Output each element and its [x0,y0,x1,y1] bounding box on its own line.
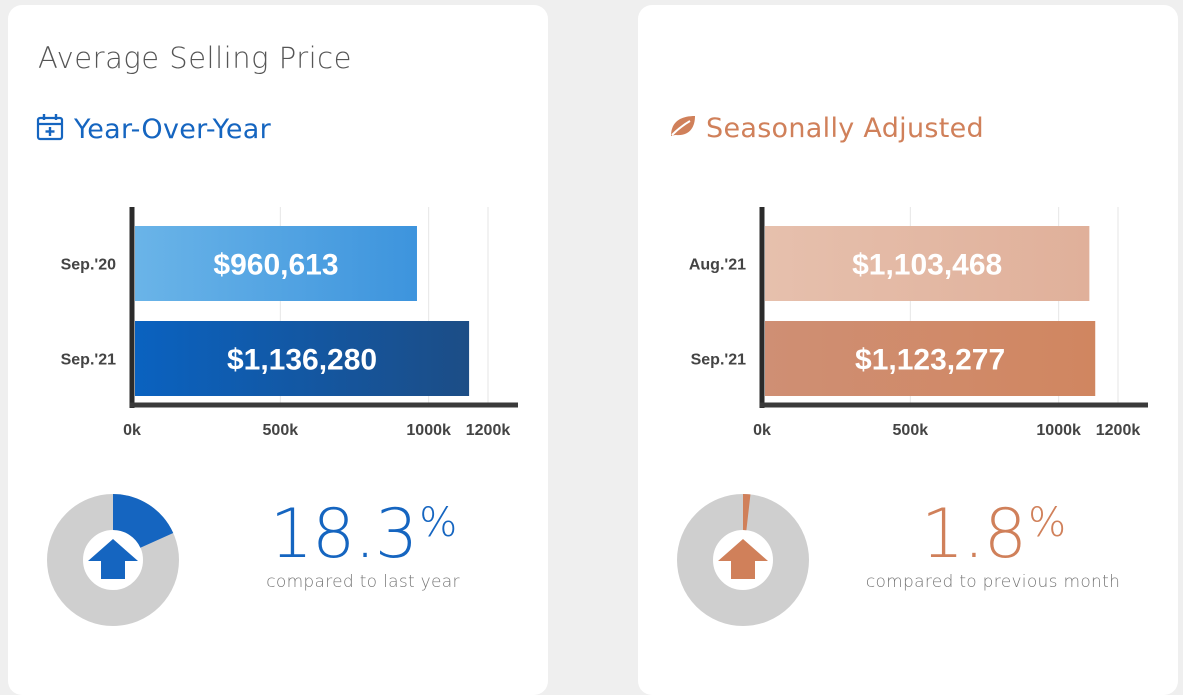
bar-value-label: $1,123,277 [855,344,1005,377]
section-title: Year-Over-Year [74,114,272,145]
arrow-up-icon [88,539,138,579]
yoy-bar-chart: $960,613 Sep.'20 $1,136,280 Sep.'21 0k 500k 10… [61,207,518,439]
x-tick-label: 1000k [406,422,451,439]
x-tick-label: 0k [123,422,141,439]
x-tick-label: 500k [263,422,299,439]
bar [135,226,417,301]
section-title: Seasonally Adjusted [706,113,984,144]
x-tick-label: 1200k [466,422,511,439]
change-unit: % [419,500,457,546]
mom-change-donut [677,494,809,626]
category-label: Sep.'21 [691,352,746,369]
calendar-plus-icon [36,113,64,146]
year-over-year-heading: Year-Over-Year [36,113,271,146]
change-unit: % [1028,500,1066,546]
x-tick-label: 1200k [1096,422,1141,439]
x-tick-label: 1000k [1036,422,1081,439]
change-caption: compared to previous month [865,572,1121,592]
bar-value-label: $1,136,280 [227,344,377,377]
category-label: Aug.'21 [689,257,746,274]
arrow-up-icon [718,539,768,579]
mom-change-stat: 1.8% compared to previous month [848,495,1138,593]
seasonal-bar-chart: $1,103,468 Aug.'21 $1,123,277 Sep.'21 0k 500k… [689,207,1148,439]
x-tick-label: 500k [893,422,929,439]
yoy-change-donut [47,494,179,626]
category-label: Sep.'20 [61,257,116,274]
change-value: 18.3 [269,495,418,574]
bar-value-label: $960,613 [213,249,338,282]
change-value: 1.8 [920,495,1027,574]
yoy-change-stat: 18.3% compared to last year [258,495,468,593]
leaf-icon [668,113,696,144]
seasonally-adjusted-card: Seasonally Adjusted $1,103,468 Aug.'21 $1,… [638,5,1178,695]
change-caption: compared to last year [266,572,460,592]
donut-progress-arc [743,494,751,531]
donut-progress-arc [113,494,174,548]
year-over-year-card: Average Selling Price Year-Over-Year $96… [8,5,548,695]
bar [765,321,1096,396]
bar [135,321,470,396]
bar [765,226,1090,301]
bar-value-label: $1,103,468 [852,249,1002,282]
category-label: Sep.'21 [61,352,116,369]
seasonally-adjusted-heading: Seasonally Adjusted [668,113,984,144]
x-tick-label: 0k [753,422,771,439]
card-title: Average Selling Price [38,41,352,75]
